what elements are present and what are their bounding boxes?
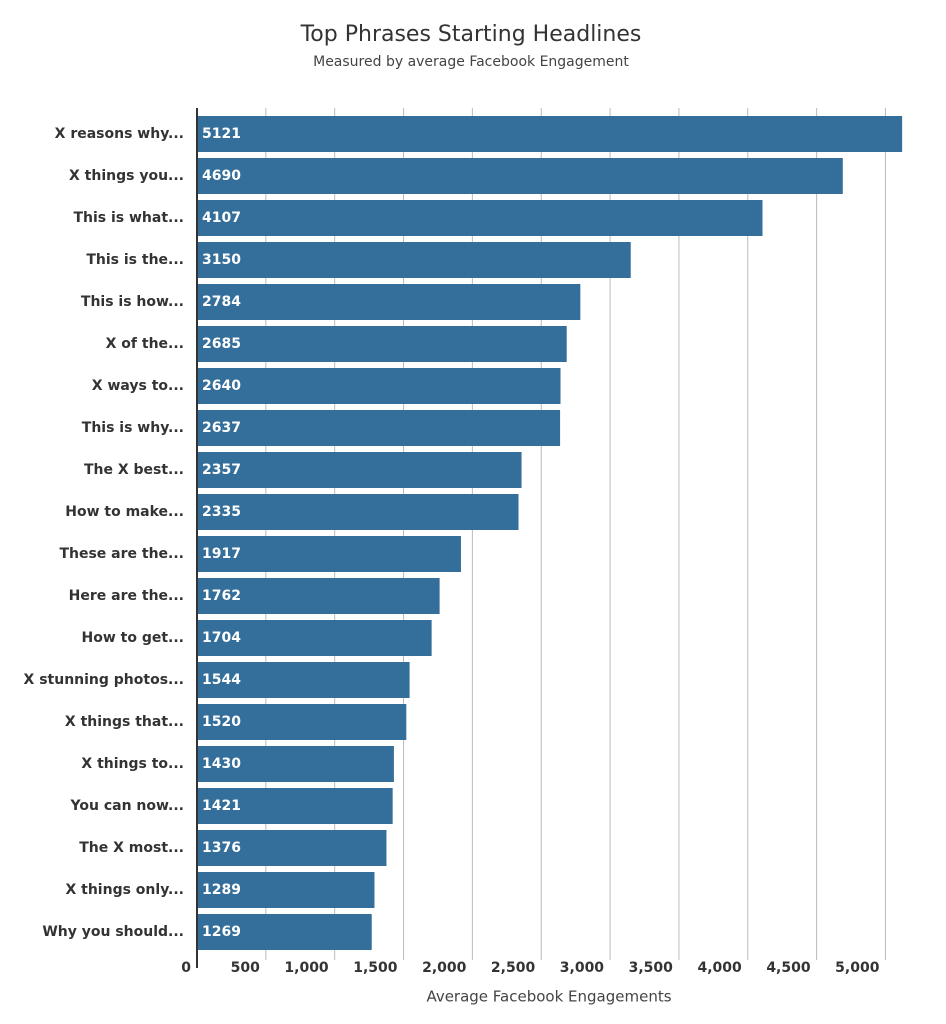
value-label: 2784 xyxy=(202,294,241,310)
x-tick-label: 1,500 xyxy=(353,960,398,976)
value-label: 1704 xyxy=(202,630,241,646)
x-tick-label: 4,500 xyxy=(766,960,811,976)
value-label: 2640 xyxy=(202,378,241,394)
x-axis-title: Average Facebook Engagements xyxy=(426,988,671,1006)
bar xyxy=(197,830,387,866)
x-tick-label: 5,000 xyxy=(835,960,880,976)
y-tick-label: These are the... xyxy=(59,546,184,562)
y-tick-label: Here are the... xyxy=(69,588,184,604)
bar xyxy=(197,746,394,782)
bar xyxy=(197,872,375,908)
y-tick-label: You can now... xyxy=(70,798,184,814)
y-tick-label: How to get... xyxy=(82,630,185,646)
x-tick-label: 1,000 xyxy=(284,960,329,976)
bar xyxy=(197,200,763,236)
bar xyxy=(197,242,631,278)
bar xyxy=(197,116,903,152)
y-tick-label: How to make... xyxy=(65,504,184,520)
bar xyxy=(197,158,843,194)
value-label: 1376 xyxy=(202,840,241,856)
y-tick-label: This is how... xyxy=(81,294,184,310)
y-tick-label: X things only... xyxy=(65,882,184,898)
y-tick-label: This is why... xyxy=(82,420,184,436)
bar xyxy=(197,578,440,614)
bar xyxy=(197,536,461,572)
x-tick-label: 3,500 xyxy=(629,960,674,976)
x-tick-label: 500 xyxy=(231,960,260,976)
value-label: 2357 xyxy=(202,462,241,478)
x-tick-label: 2,000 xyxy=(422,960,467,976)
x-tick-label: 2,500 xyxy=(491,960,536,976)
bar xyxy=(197,368,561,404)
bar xyxy=(197,326,567,362)
value-label: 4107 xyxy=(202,210,241,226)
bar xyxy=(197,494,519,530)
bar xyxy=(197,620,432,656)
bar xyxy=(197,410,561,446)
value-label: 1421 xyxy=(202,798,241,814)
x-tick-label: 0 xyxy=(181,960,191,976)
value-label: 1762 xyxy=(202,588,241,604)
y-tick-label: The X best... xyxy=(84,462,184,478)
value-label: 1430 xyxy=(202,756,241,772)
value-label: 1269 xyxy=(202,924,241,940)
bar xyxy=(197,452,522,488)
bar xyxy=(197,914,372,950)
value-label: 2637 xyxy=(202,420,241,436)
y-tick-label: This is the... xyxy=(86,252,184,268)
chart-subtitle: Measured by average Facebook Engagement xyxy=(313,54,629,70)
bar xyxy=(197,662,410,698)
y-tick-label: X things you... xyxy=(69,168,184,184)
value-label: 3150 xyxy=(202,252,241,268)
value-label: 1520 xyxy=(202,714,241,730)
value-label: 1917 xyxy=(202,546,241,562)
y-tick-label: X reasons why... xyxy=(55,126,184,142)
bar xyxy=(197,284,581,320)
y-tick-label: This is what... xyxy=(73,210,184,226)
value-label: 2685 xyxy=(202,336,241,352)
bar xyxy=(197,704,407,740)
x-tick-label: 3,000 xyxy=(560,960,605,976)
chart-title: Top Phrases Starting Headlines xyxy=(300,22,642,47)
y-tick-label: X things that... xyxy=(65,714,184,730)
value-label: 4690 xyxy=(202,168,241,184)
value-label: 2335 xyxy=(202,504,241,520)
y-tick-label: The X most... xyxy=(79,840,184,856)
value-label: 1544 xyxy=(202,672,241,688)
y-tick-label: X stunning photos... xyxy=(24,672,184,688)
y-tick-label: X things to... xyxy=(81,756,184,772)
value-label: 1289 xyxy=(202,882,241,898)
bar xyxy=(197,788,393,824)
y-tick-label: Why you should... xyxy=(42,924,184,940)
x-tick-label: 4,000 xyxy=(697,960,742,976)
y-tick-label: X of the... xyxy=(106,336,184,352)
y-tick-label: X ways to... xyxy=(92,378,184,394)
value-label: 5121 xyxy=(202,126,241,142)
